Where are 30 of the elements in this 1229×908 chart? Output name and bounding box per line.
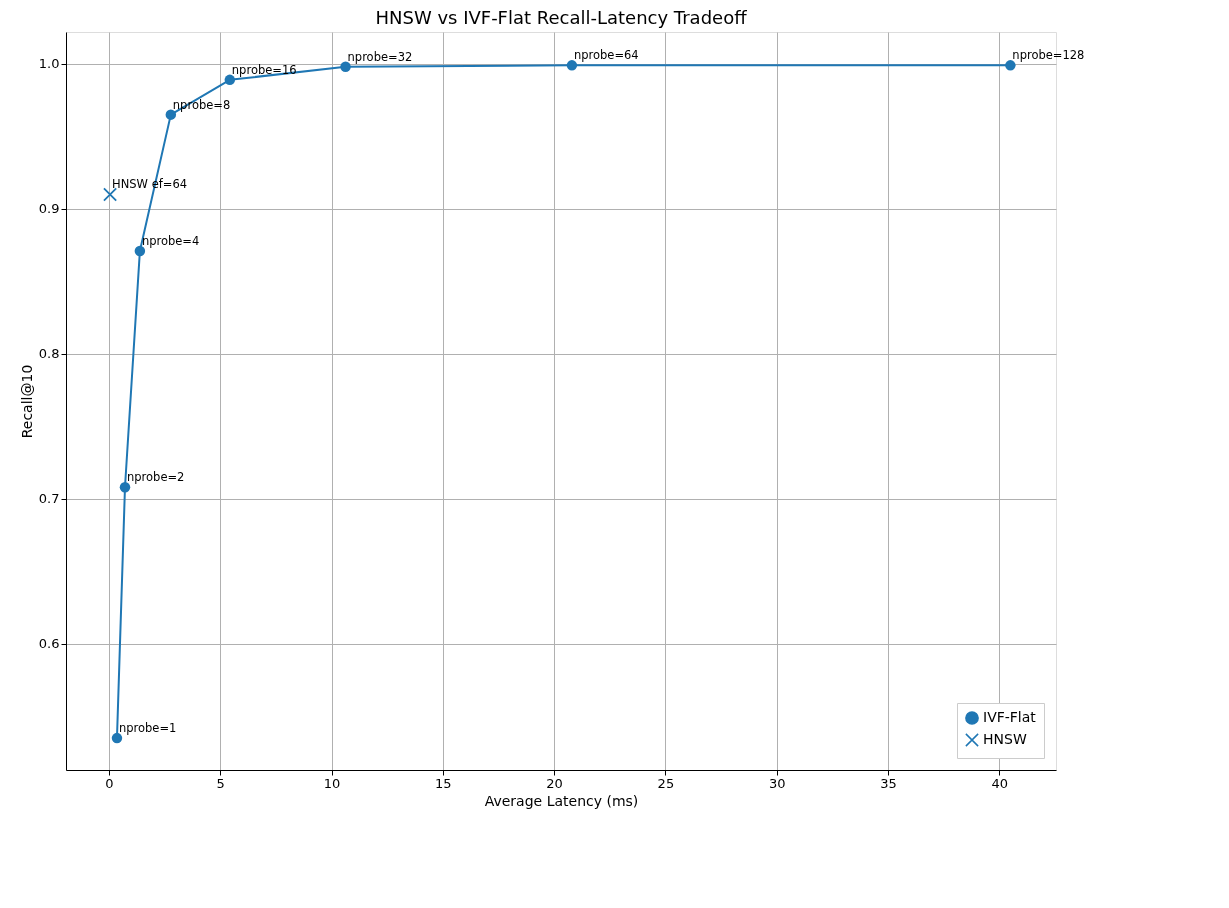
annotation: nprobe=32 [347, 49, 413, 64]
point [119, 482, 131, 493]
y-axis-title: Recall@10 [18, 364, 35, 439]
annotation: nprobe=1 [118, 721, 177, 736]
y-tick-label: 0.7 [38, 491, 60, 507]
x-tick-label: 20 [546, 775, 563, 791]
legend-label: HNSW [983, 731, 1027, 747]
annotation: nprobe=128 [1012, 48, 1085, 63]
x-tick-label: 5 [216, 775, 225, 791]
annotation: nprobe=4 [141, 233, 200, 248]
annotation: nprobe=64 [573, 48, 639, 63]
y-tick-label: 0.8 [38, 346, 60, 362]
annotation: nprobe=16 [231, 62, 297, 77]
y-tick-label: 0.9 [38, 201, 60, 217]
point [103, 187, 118, 202]
x-tick-label: 10 [323, 775, 341, 791]
point [1005, 60, 1016, 71]
chart-title: HNSW vs IVF-Flat Recall-Latency Tradeoff [375, 7, 748, 28]
x-tick-label: 40 [991, 775, 1009, 791]
x-tick-label: 25 [657, 775, 675, 791]
x-tick-label: 15 [435, 775, 452, 791]
point [566, 60, 578, 71]
y-tick-label: 0.6 [38, 636, 60, 652]
x-tick-label: 0 [105, 775, 114, 791]
annotation: nprobe=2 [126, 470, 185, 485]
x-axis-title: Average Latency (ms) [484, 792, 639, 809]
legend-label: IVF-Flat [983, 709, 1037, 725]
x-tick-label: 30 [768, 775, 786, 791]
y-tick-label: 1.0 [38, 56, 60, 72]
x-tick-label: 35 [880, 775, 897, 791]
